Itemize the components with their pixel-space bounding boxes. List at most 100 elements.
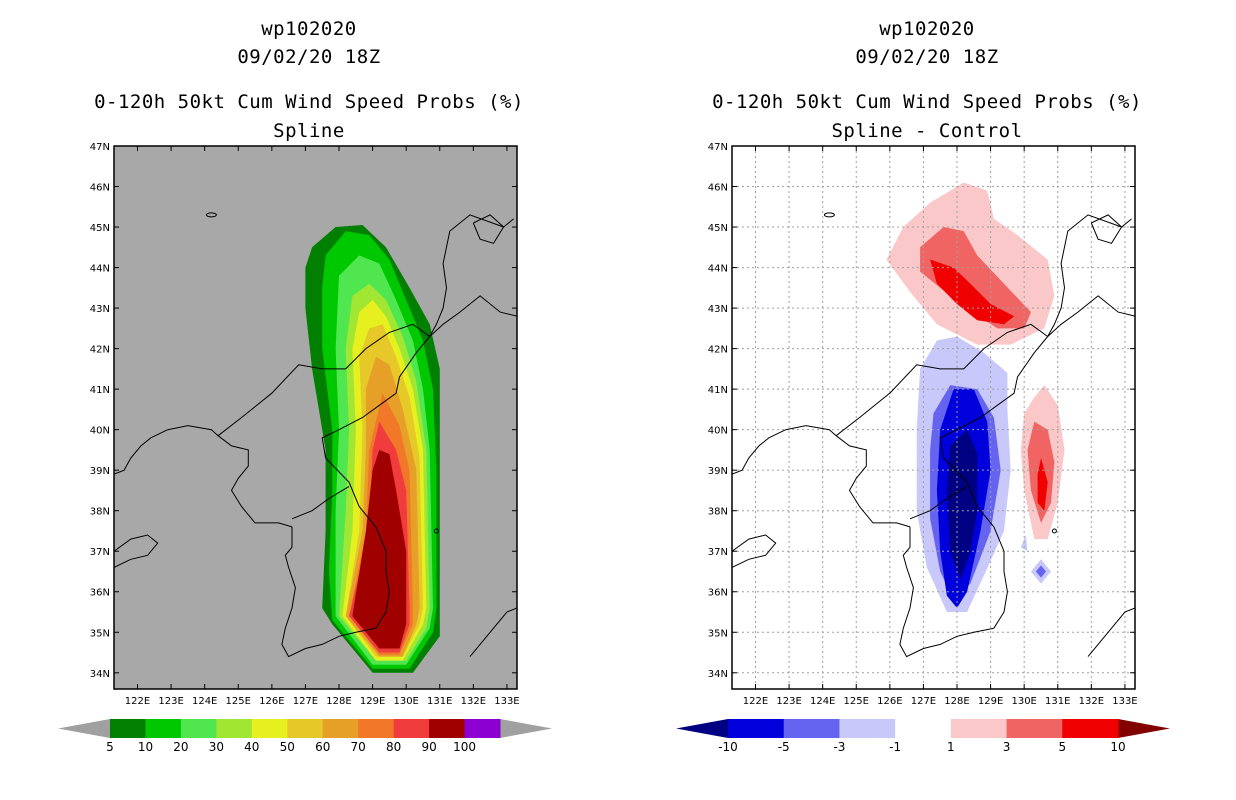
tick-label-lat: 41N	[708, 385, 728, 396]
tick-label-lon: 129E	[360, 696, 385, 707]
tick-label-lat: 47N	[90, 142, 110, 153]
coastline-north-korea-west	[835, 435, 911, 528]
colorbar-swatch	[1062, 719, 1119, 738]
colorbar-swatch	[393, 719, 430, 738]
colorbar-label: 50	[280, 740, 295, 754]
colorbar-swatch	[358, 719, 395, 738]
map-plot: 122E 123E 124E 125E 126E 127E 128E 129E 130E 131E…	[676, 142, 1170, 754]
border-china-russia	[429, 214, 514, 337]
tick-label-lon: 129E	[978, 696, 1003, 707]
tick-label-lon: 132E	[1079, 696, 1104, 707]
tick-label-lon: 125E	[226, 696, 251, 707]
chart-title: 0-120h 50kt Cum Wind Speed Probs (%)	[712, 91, 1142, 113]
chart-subtitle: Spline	[273, 120, 345, 142]
tick-label-lat: 43N	[708, 304, 728, 315]
tick-label-lat: 35N	[90, 628, 110, 639]
datetime: 09/02/20 18Z	[855, 46, 999, 68]
tick-label-lon: 127E	[293, 696, 318, 707]
tick-label-lon: 122E	[125, 696, 150, 707]
plot-background	[114, 146, 517, 689]
tick-label-lat: 45N	[90, 223, 110, 234]
colorbar-swatch	[110, 719, 146, 738]
colorbar-label: 60	[315, 740, 330, 754]
colorbar-swatch	[895, 719, 952, 738]
storm-id: wp102020	[879, 18, 975, 40]
tick-label-lat: 39N	[90, 466, 110, 477]
ulleung-island	[433, 528, 439, 534]
colorbar-label: 90	[421, 740, 436, 754]
plot-area	[732, 146, 1135, 689]
tick-label-lat: 44N	[90, 264, 110, 275]
coastline-japan	[469, 607, 517, 657]
coastline-korea-east	[939, 336, 1049, 629]
tick-label-lat: 42N	[708, 345, 728, 356]
colorbar-label: 10	[138, 740, 153, 754]
border-china-russia	[1047, 214, 1132, 337]
tick-label-lat: 36N	[708, 588, 728, 599]
colorbar-label: 70	[351, 740, 366, 754]
colorbar-swatch	[1006, 719, 1063, 738]
coastline-north-korea-west	[217, 435, 293, 528]
colorbar-label: 5	[1058, 740, 1066, 754]
colorbar-swatch	[950, 719, 1008, 738]
coastline-russia	[429, 295, 517, 337]
colorbar-label: -3	[833, 740, 845, 754]
coastline-shandong	[114, 534, 159, 568]
colorbar-swatch	[322, 719, 359, 738]
colorbar-label: 10	[1110, 740, 1125, 754]
contour-region	[920, 227, 1031, 329]
tick-label-lat: 36N	[90, 588, 110, 599]
tick-label-lon: 127E	[911, 696, 936, 707]
contour-region	[1037, 458, 1048, 511]
colorbar-swatch	[839, 719, 896, 738]
coastline-korea-east	[321, 336, 431, 629]
tick-label-lon: 128E	[944, 696, 969, 707]
coastline-china-bohai	[114, 425, 219, 475]
tick-label-lat: 42N	[90, 345, 110, 356]
coastline-japan	[1087, 607, 1135, 657]
tick-label-lat: 35N	[708, 628, 728, 639]
colorbar-swatch	[216, 719, 253, 738]
tick-label-lat: 37N	[90, 547, 110, 558]
coastline-china-bohai	[732, 425, 837, 475]
tick-label-lon: 124E	[192, 696, 217, 707]
colorbar-swatch	[783, 719, 840, 738]
chart-subtitle: Spline - Control	[831, 120, 1023, 142]
tick-label-lat: 37N	[708, 547, 728, 558]
contour-region	[946, 429, 978, 580]
tick-label-lon: 123E	[158, 696, 183, 707]
tick-label-lon: 133E	[1112, 696, 1137, 707]
tick-label-lat: 47N	[708, 142, 728, 153]
tick-label-lat: 34N	[708, 669, 728, 680]
ulleung-island	[1051, 528, 1057, 534]
tick-label-lon: 122E	[743, 696, 768, 707]
storm-id: wp102020	[261, 18, 357, 40]
tick-label-lon: 128E	[326, 696, 351, 707]
tick-label-lon: 124E	[810, 696, 835, 707]
colorbar-label: 40	[244, 740, 259, 754]
tick-label-lat: 46N	[708, 183, 728, 194]
colorbar-label: 5	[106, 740, 114, 754]
tick-label-lat: 40N	[708, 426, 728, 437]
tick-label-lon: 126E	[877, 696, 902, 707]
colorbar-swatch	[251, 719, 288, 738]
tick-label-lat: 39N	[708, 466, 728, 477]
plot-frame	[113, 145, 518, 690]
colorbar-swatch	[728, 719, 785, 738]
colorbar-label: 80	[386, 740, 401, 754]
colorbar-swatch	[429, 719, 466, 738]
tick-label-lon: 130E	[1011, 696, 1036, 707]
tick-label-lon: 131E	[1045, 696, 1070, 707]
lake-outline	[205, 212, 217, 218]
lake-khanka	[1090, 214, 1123, 244]
colorbar-swatch	[464, 719, 501, 738]
colorbar-label: -1	[889, 740, 901, 754]
colorbar-swatch	[145, 719, 182, 738]
border-china-north-korea	[217, 323, 430, 437]
coastline-south-korea-west	[899, 526, 994, 658]
colorbar-end-high	[1118, 719, 1170, 738]
chart-panel-difference: wp102020 09/02/20 18Z 0-120h 50kt Cum Wi…	[618, 0, 1236, 800]
tick-label-lat: 45N	[708, 223, 728, 234]
colorbar-swatch	[180, 719, 217, 738]
colorbar-swatch	[287, 719, 324, 738]
